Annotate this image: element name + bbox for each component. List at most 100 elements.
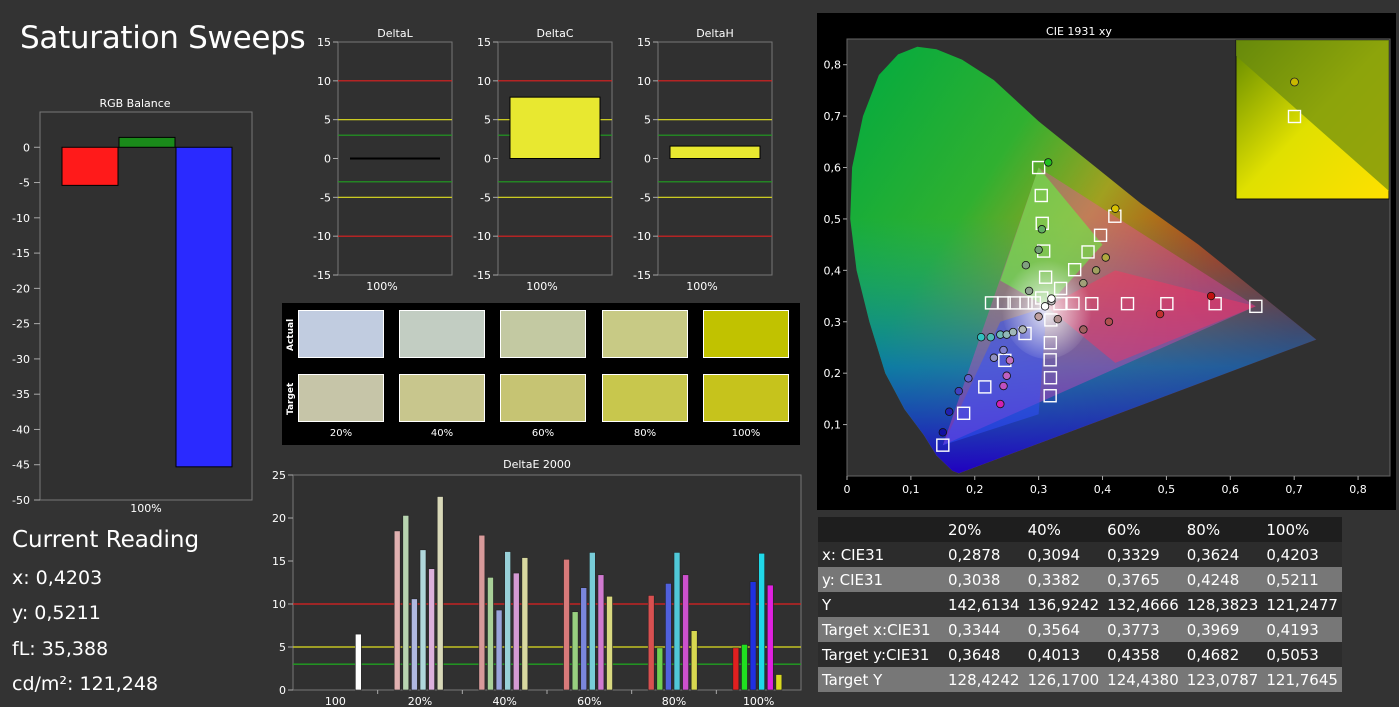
delta-e-category-label: 100% — [743, 695, 774, 707]
rgb-balance-chart: RGB Balance 0 -5 -10 -15 -20 -25 -30 -35 -40 -45 -… — [12, 97, 253, 515]
rgb-balance-title: RGB Balance — [99, 97, 170, 110]
delta-e-bar — [732, 647, 740, 691]
swatch-target — [500, 374, 586, 422]
delta-h-bar — [669, 145, 761, 159]
table-header-cell: 80% — [1182, 517, 1263, 542]
rgb-y-tick-label: -30 — [12, 353, 30, 366]
delta-h-y-tick-label: -5 — [640, 191, 651, 204]
cie-target-marker — [956, 406, 971, 420]
table-header-cell: 100% — [1262, 517, 1342, 542]
delta-e-bar — [656, 647, 664, 691]
cie-actual-marker — [945, 407, 954, 416]
cie-y-tick-label: 0,3 — [824, 316, 842, 329]
swatch-actual — [399, 310, 485, 358]
cie-target-marker — [1031, 160, 1046, 175]
delta-e-category-label: 80% — [662, 695, 686, 707]
cie-actual-marker — [1079, 279, 1088, 288]
delta-l-y-tick-label: 5 — [324, 114, 331, 127]
delta-h-y-tick-label: -10 — [633, 230, 651, 243]
swatch-actual — [602, 310, 688, 358]
delta-h-y-tick-label: 5 — [644, 114, 651, 127]
swatch-panel: Actual Target 20% 40% 60% 80% 100% — [282, 303, 800, 445]
swatch-actual — [703, 310, 789, 358]
cie-y-tick-label: 0,6 — [824, 162, 842, 175]
delta-h-y-tick-label: -15 — [633, 269, 651, 282]
table-cell: 128,3823 — [1182, 592, 1263, 617]
rgb-y-tick-label: -15 — [12, 247, 30, 260]
cie-y-tick-label: 0,5 — [824, 213, 842, 226]
rgb-y-tick-label: -20 — [12, 282, 30, 295]
delta-e-bar — [428, 568, 435, 691]
delta-c-y-tick-label: 10 — [477, 75, 491, 88]
table-cell: 0,4358 — [1103, 642, 1183, 667]
cie-x-tick-label: 0,5 — [1158, 483, 1176, 496]
cie-actual-marker — [989, 353, 999, 362]
cie-actual-marker — [1008, 327, 1018, 337]
delta-l-y-tick-label: -5 — [320, 191, 331, 204]
delta-e-title: DeltaE 2000 — [503, 458, 571, 471]
delta-c-bar — [509, 96, 601, 159]
delta-h-y-tick-label: 0 — [644, 153, 651, 166]
cie-actual-marker — [1047, 294, 1056, 303]
delta-l-y-tick-label: -10 — [313, 230, 331, 243]
delta-c-y-tick-label: 15 — [477, 36, 491, 49]
delta-e-bar — [647, 595, 655, 691]
delta-e-bar — [589, 552, 596, 691]
delta-e-bar — [419, 549, 427, 691]
delta-e-category-label: 20% — [408, 695, 432, 707]
swatch-target — [298, 374, 384, 422]
table-header-row: 20% 40% 60% 80% 100% — [818, 517, 1342, 542]
delta-e-y-tick-label: 20 — [272, 512, 286, 525]
cie-actual-marker — [954, 386, 963, 396]
delta-c-category-label: 100% — [526, 280, 557, 293]
delta-e-bar — [393, 530, 401, 691]
delta-c-y-tick-label: -15 — [473, 269, 491, 282]
table-cell: 0,4013 — [1023, 642, 1104, 667]
cie-target-marker — [1043, 371, 1058, 385]
cie-x-tick-label: 0,1 — [902, 483, 920, 496]
swatch-label: 80% — [633, 428, 657, 439]
cie-target-marker — [1043, 336, 1058, 350]
delta-h-y-tick-label: 10 — [637, 75, 651, 88]
cie-actual-marker — [1206, 291, 1216, 301]
cie-target-marker — [1053, 281, 1068, 296]
swatch-actual — [298, 310, 384, 358]
rgb-y-tick-label: -10 — [12, 212, 30, 225]
cie-target-marker — [1043, 389, 1057, 403]
delta-e-category-label: 100 — [325, 695, 346, 707]
cie-x-tick-label: 0 — [844, 483, 851, 496]
table-cell: 0,3038 — [943, 567, 1024, 592]
reading-fl: fL: 35,388 — [12, 638, 109, 660]
delta-c-y-tick-label: -10 — [473, 230, 491, 243]
cie-actual-marker — [1053, 314, 1063, 324]
cie-actual-marker — [996, 399, 1005, 409]
cie-target-marker — [978, 380, 992, 394]
swatch-actual — [500, 310, 586, 358]
cie-actual-marker — [1104, 317, 1114, 326]
cie-target-marker — [1120, 296, 1135, 311]
cie-title: CIE 1931 xy — [1046, 25, 1112, 38]
table-cell: 0,4248 — [1182, 567, 1263, 592]
swatch-label: 60% — [531, 428, 555, 439]
cie-actual-marker — [1024, 286, 1034, 296]
table-cell: 0,4203 — [1262, 542, 1342, 567]
cie-target-marker — [1027, 296, 1042, 310]
cie-target-marker — [1249, 299, 1263, 314]
cie-x-tick-label: 0,4 — [1094, 483, 1112, 496]
swatch-label: 100% — [731, 428, 761, 439]
table-cell: 132,4666 — [1103, 592, 1183, 617]
cie-actual-marker — [999, 381, 1008, 391]
cie-actual-marker — [1018, 325, 1027, 334]
cie-actual-marker — [999, 345, 1008, 355]
cie-actual-marker — [1034, 312, 1043, 321]
delta-c-y-tick-label: 0 — [484, 153, 491, 166]
delta-e-bar — [682, 574, 689, 691]
cie-x-tick-label: 0,7 — [1285, 483, 1303, 496]
cie-gamut-red-region — [1046, 270, 1256, 363]
cie-target-marker — [1038, 270, 1053, 284]
table-cell: 0,3624 — [1182, 542, 1263, 567]
delta-e-bar — [411, 598, 418, 691]
rgb-bar-green — [118, 136, 176, 148]
reading-y: y: 0,5211 — [12, 602, 101, 624]
cie-actual-marker — [1044, 158, 1053, 167]
